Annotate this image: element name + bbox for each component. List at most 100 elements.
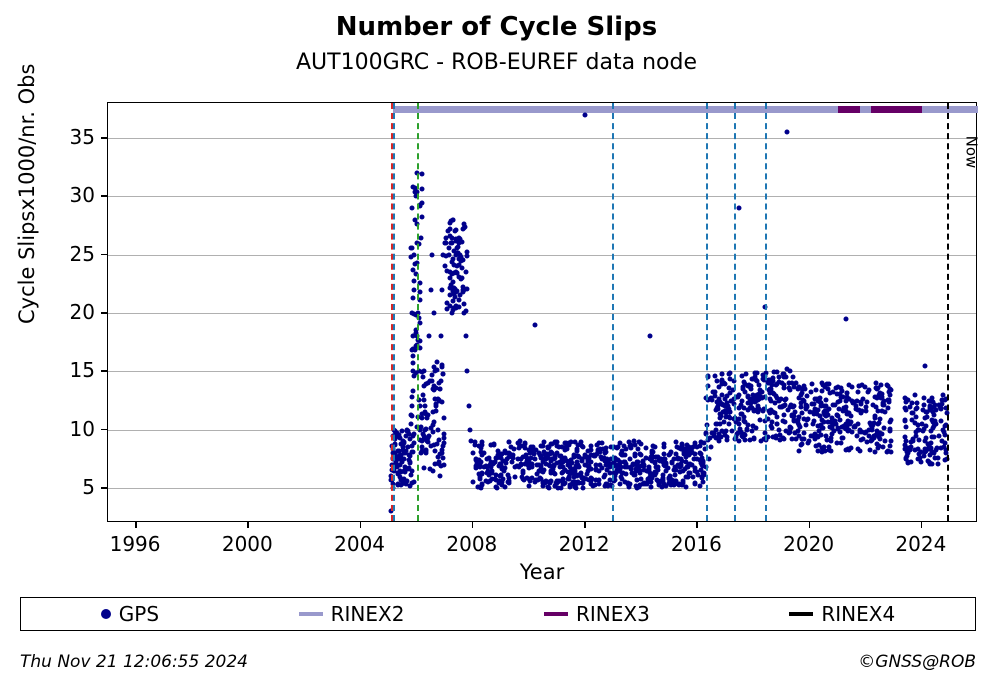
data-point <box>810 433 815 438</box>
chart-title: Number of Cycle Slips <box>0 12 993 42</box>
data-point <box>461 258 466 263</box>
data-point <box>925 410 930 415</box>
data-point <box>667 476 672 481</box>
data-point <box>450 308 455 313</box>
data-point <box>449 260 454 265</box>
data-point <box>794 436 799 441</box>
data-point <box>689 462 694 467</box>
data-point <box>583 462 588 467</box>
data-point <box>698 451 703 456</box>
data-point <box>752 435 757 440</box>
data-point <box>867 448 872 453</box>
data-point <box>633 451 638 456</box>
data-point <box>782 371 787 376</box>
data-point <box>887 389 892 394</box>
data-point <box>743 372 748 377</box>
data-point <box>643 446 648 451</box>
data-point <box>445 301 450 306</box>
x-tick-mark <box>247 522 249 528</box>
data-point <box>435 427 440 432</box>
data-point <box>504 456 509 461</box>
data-point <box>785 130 790 135</box>
plot-area: Now <box>107 102 977 522</box>
data-point <box>858 427 863 432</box>
data-point <box>527 478 532 483</box>
data-point <box>675 456 680 461</box>
data-point <box>409 472 414 477</box>
data-point <box>442 264 447 269</box>
data-point <box>463 334 468 339</box>
rinex-version-band <box>838 106 860 113</box>
data-point <box>493 460 498 465</box>
data-point <box>506 479 511 484</box>
data-point <box>773 383 778 388</box>
data-point <box>824 413 829 418</box>
data-point <box>411 389 416 394</box>
data-point <box>658 479 663 484</box>
data-point <box>409 394 414 399</box>
data-point <box>720 410 725 415</box>
data-point <box>546 462 551 467</box>
data-point <box>672 465 677 470</box>
legend-label: RINEX2 <box>331 602 405 626</box>
data-point <box>406 445 411 450</box>
data-point <box>726 421 731 426</box>
data-point <box>590 484 595 489</box>
data-point <box>442 441 447 446</box>
data-point <box>802 398 807 403</box>
data-point <box>866 433 871 438</box>
grid-line <box>108 371 976 372</box>
data-point <box>799 392 804 397</box>
data-point <box>829 435 834 440</box>
data-point <box>864 399 869 404</box>
footer-timestamp: Thu Nov 21 12:06:55 2024 <box>20 652 248 672</box>
data-point <box>496 453 501 458</box>
data-point <box>911 439 916 444</box>
data-point <box>887 429 892 434</box>
data-point <box>497 481 502 486</box>
data-point <box>431 311 436 316</box>
data-point <box>661 462 666 467</box>
data-point <box>795 418 800 423</box>
data-point <box>406 453 411 458</box>
data-point <box>448 276 453 281</box>
data-point <box>726 386 731 391</box>
data-point <box>929 445 934 450</box>
data-point <box>869 439 874 444</box>
data-point <box>737 392 742 397</box>
data-point <box>626 440 631 445</box>
data-point <box>745 422 750 427</box>
data-point <box>472 443 477 448</box>
data-point <box>639 453 644 458</box>
data-point <box>583 112 588 117</box>
data-point <box>910 417 915 422</box>
data-point <box>712 433 717 438</box>
rinex-version-band <box>922 106 978 113</box>
data-point <box>420 172 425 177</box>
x-tick-label: 2000 <box>222 532 273 556</box>
data-point <box>728 377 733 382</box>
data-point <box>777 398 782 403</box>
data-point <box>803 422 808 427</box>
data-point <box>433 449 438 454</box>
data-point <box>437 381 442 386</box>
data-point <box>820 450 825 455</box>
data-point <box>481 450 486 455</box>
data-point <box>446 252 451 257</box>
data-point <box>719 379 724 384</box>
data-point <box>768 386 773 391</box>
data-point <box>664 468 669 473</box>
data-point <box>866 388 871 393</box>
data-point <box>802 417 807 422</box>
x-tick-mark <box>809 522 811 528</box>
data-point <box>942 429 947 434</box>
data-point <box>815 435 820 440</box>
data-point <box>560 465 565 470</box>
data-point <box>914 401 919 406</box>
data-point <box>458 252 463 257</box>
data-point <box>694 445 699 450</box>
legend-label: RINEX3 <box>576 602 650 626</box>
data-point <box>874 441 879 446</box>
data-point <box>448 234 453 239</box>
data-point <box>409 245 414 250</box>
